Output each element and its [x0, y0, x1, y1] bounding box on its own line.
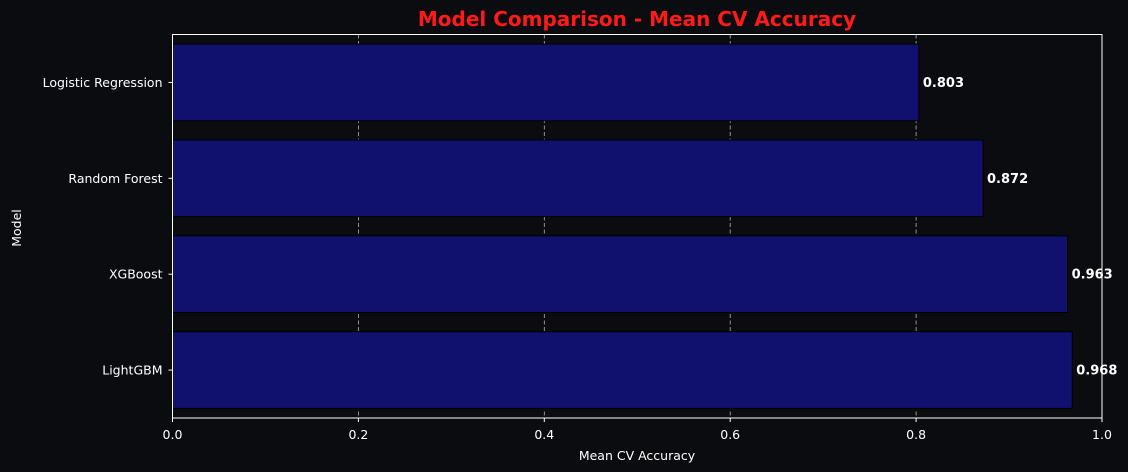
y-tick-label: XGBoost [109, 267, 163, 282]
data-label: 0.963 [1072, 268, 1113, 283]
bar [172, 43, 920, 122]
plot-frame [172, 34, 1103, 419]
x-tick-label: 1.0 [1092, 427, 1112, 442]
bar [172, 235, 1069, 314]
y-tick-label: Random Forest [68, 171, 162, 186]
data-label: 0.968 [1076, 364, 1117, 379]
y-axis-ticks: Logistic Regression Random Forest XGBoost L… [43, 75, 173, 378]
x-tick-label: 0.6 [720, 427, 740, 442]
x-axis-label: Mean CV Accuracy [579, 448, 696, 463]
x-tick-label: 0.0 [163, 427, 183, 442]
x-tick-label: 0.4 [534, 427, 554, 442]
x-tick-label: 0.8 [906, 427, 926, 442]
x-axis-ticks: 0.0 0.2 0.4 0.6 0.8 1.0 [163, 418, 1112, 442]
data-label: 0.803 [923, 76, 964, 91]
bar [172, 331, 1073, 409]
data-labels: 0.803 0.872 0.963 0.968 [923, 76, 1117, 379]
chart-title: Model Comparison - Mean CV Accuracy [418, 7, 856, 31]
y-axis-label: Model [9, 209, 24, 247]
data-label: 0.872 [987, 172, 1028, 187]
x-tick-label: 0.2 [348, 427, 368, 442]
y-tick-label: Logistic Regression [43, 75, 163, 90]
bars [172, 43, 1073, 409]
bar [172, 139, 984, 218]
y-tick-label: LightGBM [102, 363, 162, 378]
